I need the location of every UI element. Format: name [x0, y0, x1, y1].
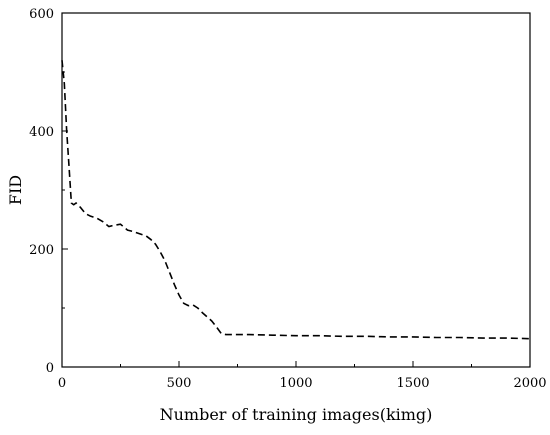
y-tick-label: 600	[29, 7, 54, 22]
x-tick-label: 1500	[396, 376, 429, 391]
fid-series-line	[61, 60, 531, 340]
x-tick-label: 2000	[513, 376, 546, 391]
y-tick-label: 0	[46, 361, 54, 376]
y-tick-label: 400	[29, 125, 54, 140]
x-tick-label: 500	[167, 376, 192, 391]
y-axis-title: FID	[6, 175, 25, 205]
y-tick-label: 200	[29, 243, 54, 258]
y-axis-ticks: 0 200 400 600	[29, 7, 68, 376]
x-axis-ticks: 0 500 1000 1500 2000	[58, 361, 547, 391]
x-tick-label: 1000	[279, 376, 312, 391]
x-axis-title: Number of training images(kimg)	[160, 405, 433, 424]
series-layer	[61, 60, 531, 340]
x-tick-label: 0	[58, 376, 66, 391]
